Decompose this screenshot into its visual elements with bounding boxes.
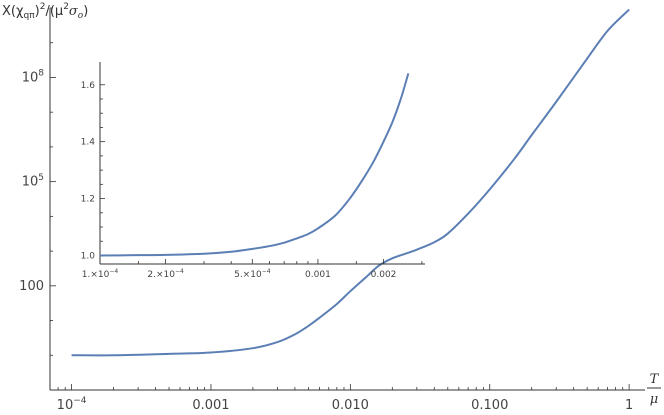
- inset-y-tick-label: 1.6: [81, 81, 96, 91]
- main-x-tick-label: 10−4: [57, 396, 87, 413]
- main-y-tick-label: 105: [22, 173, 44, 190]
- main-series: [71, 8, 630, 357]
- inset-x-tick-label: 1.×10−4: [82, 268, 119, 280]
- inset-series: [99, 73, 410, 257]
- main-axes: [49, 8, 645, 391]
- inset-axes: [99, 62, 425, 265]
- inset-x-tick-label: 2.×10−4: [147, 268, 184, 280]
- main-x-tick-label: 0.010: [332, 398, 369, 413]
- inset-y-tick-label: 1.2: [81, 195, 95, 205]
- x-axis-label-numerator: T: [650, 372, 660, 387]
- y-axis-label: X(χqπ)2/(μ2σo): [2, 2, 88, 21]
- main-y-tick-label: 100: [19, 279, 44, 294]
- inset-x-tick-label: 0.002: [371, 270, 397, 280]
- main-tick-marks: [49, 7, 630, 391]
- inset-tick-marks: [99, 84, 423, 264]
- inset-tick-labels: 1.×10−4 2.×10−4 5.×10−4 0.001 0.002 1.0 1.2 1.4…: [81, 81, 397, 280]
- main-x-tick-label: 1: [625, 398, 633, 413]
- main-tick-labels: 10−4 0.001 0.010 0.100 1 100 105 108: [19, 69, 633, 413]
- main-x-tick-label: 0.100: [471, 398, 508, 413]
- inset-y-tick-label: 1.0: [81, 251, 96, 261]
- main-x-tick-label: 0.001: [192, 398, 229, 413]
- x-axis-label-denominator: μ: [650, 392, 658, 407]
- main-series-line: [71, 8, 630, 357]
- main-y-tick-label: 108: [22, 69, 45, 86]
- inset-x-tick-label: 5.×10−4: [234, 268, 271, 280]
- x-axis-label: T μ: [647, 372, 661, 407]
- inset-x-tick-label: 0.001: [305, 270, 331, 280]
- inset-y-tick-label: 1.4: [81, 138, 96, 148]
- inset-series-line: [99, 73, 410, 257]
